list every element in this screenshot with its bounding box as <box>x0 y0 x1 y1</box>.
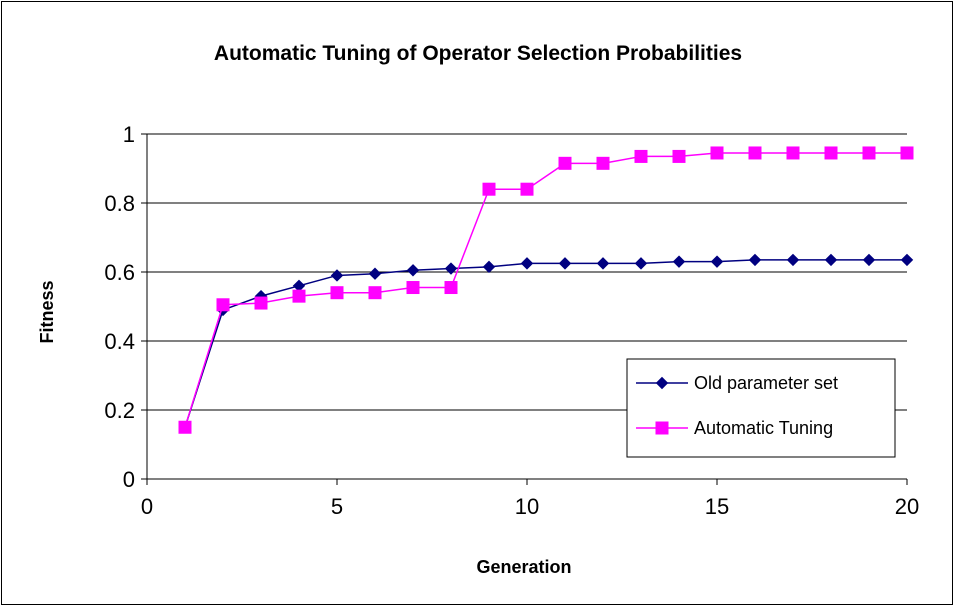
series-layer <box>178 146 914 434</box>
data-point-0-16 <box>786 253 800 267</box>
data-point-1-2 <box>254 296 268 310</box>
gridlines <box>147 133 907 480</box>
data-point-0-17 <box>824 253 838 267</box>
data-point-1-0 <box>178 420 192 434</box>
data-point-1-11 <box>596 156 610 170</box>
legend-marker-0 <box>655 376 669 390</box>
y-tick-label-5: 1 <box>123 122 135 147</box>
data-point-0-10 <box>558 257 572 270</box>
y-axis-title: Fitness <box>37 280 57 343</box>
data-point-0-14 <box>710 255 724 268</box>
series-0 <box>178 253 914 434</box>
chart-title: Automatic Tuning of Operator Selection P… <box>214 42 742 65</box>
data-point-0-12 <box>634 257 648 270</box>
y-tick-labels: 0 0.2 0.4 0.6 0.8 1 <box>104 122 135 492</box>
data-point-0-13 <box>672 255 686 268</box>
data-point-1-13 <box>672 149 686 163</box>
data-point-1-14 <box>710 146 724 160</box>
data-point-0-19 <box>900 253 914 267</box>
x-tick-label-2: 10 <box>515 494 539 519</box>
data-point-0-11 <box>596 257 610 270</box>
data-point-1-6 <box>406 281 420 295</box>
data-point-1-7 <box>444 281 458 295</box>
x-tick-label-0: 0 <box>141 494 153 519</box>
x-tick-label-3: 15 <box>705 494 729 519</box>
y-tick-label-3: 0.6 <box>104 260 135 285</box>
data-point-1-16 <box>786 146 800 160</box>
data-point-1-3 <box>292 289 306 303</box>
y-tick-label-1: 0.2 <box>104 398 135 423</box>
y-tick-label-2: 0.4 <box>104 329 135 354</box>
x-tick-label-4: 20 <box>895 494 919 519</box>
legend-box <box>626 358 896 458</box>
x-axis-title: Generation <box>476 557 571 577</box>
legend-marker-1 <box>655 421 669 435</box>
series-1 <box>178 146 914 434</box>
data-point-1-1 <box>216 298 230 312</box>
data-point-1-12 <box>634 149 648 163</box>
data-point-0-7 <box>444 262 458 275</box>
data-point-1-4 <box>330 286 344 300</box>
y-tick-label-0: 0 <box>123 467 135 492</box>
x-tick-labels: 0 5 10 15 20 <box>141 494 919 519</box>
data-point-1-10 <box>558 156 572 170</box>
data-point-1-5 <box>368 286 382 300</box>
data-point-0-9 <box>520 257 534 270</box>
data-point-0-15 <box>748 253 762 267</box>
data-point-0-6 <box>406 264 420 277</box>
y-tick-label-4: 0.8 <box>104 191 135 216</box>
data-point-0-5 <box>368 267 382 280</box>
data-point-1-19 <box>900 146 914 160</box>
data-point-1-15 <box>748 146 762 160</box>
data-point-1-18 <box>862 146 876 160</box>
data-point-0-8 <box>482 260 496 274</box>
data-point-1-8 <box>482 182 496 196</box>
data-point-1-17 <box>824 146 838 160</box>
x-tick-label-1: 5 <box>331 494 343 519</box>
legend-label-0: Old parameter set <box>694 373 838 393</box>
data-point-1-9 <box>520 182 534 196</box>
legend: Old parameter set Automatic Tuning <box>626 358 896 458</box>
axes <box>141 133 908 485</box>
data-point-0-18 <box>862 253 876 267</box>
legend-label-1: Automatic Tuning <box>694 418 833 438</box>
series-line-0 <box>184 259 907 428</box>
data-point-0-4 <box>330 269 344 282</box>
